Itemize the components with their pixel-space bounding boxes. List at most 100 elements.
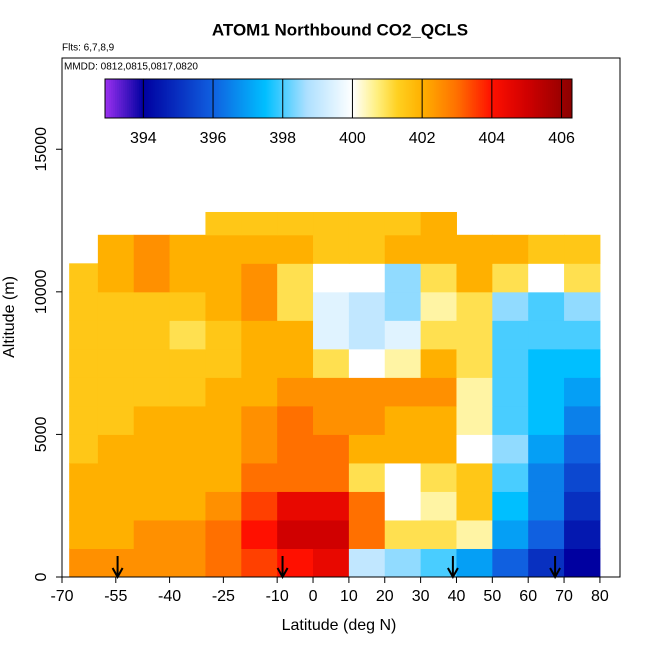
heat-cell: [277, 434, 314, 464]
heat-cell: [528, 234, 565, 264]
heat-cell: [420, 291, 457, 321]
heat-cell: [277, 348, 314, 378]
heat-cell: [384, 211, 422, 236]
colorbar-swatch: [403, 79, 407, 118]
colorbar-swatch: [113, 79, 116, 118]
colorbar-swatch: [459, 79, 463, 118]
heat-cell: [133, 519, 171, 549]
colorbar-swatch: [503, 79, 507, 118]
heat-cell: [456, 348, 493, 378]
colorbar-swatch: [143, 79, 146, 118]
heat-cell: [241, 434, 278, 464]
colorbar-swatch: [121, 79, 124, 118]
colorbar-swatch: [197, 79, 200, 118]
colorbar-swatch: [443, 79, 447, 118]
x-tick-label: 50: [483, 588, 501, 605]
colorbar-swatch: [457, 79, 461, 118]
annotation: MMDD: 0812,0815,0817,0820: [64, 62, 198, 73]
heat-cell: [313, 211, 350, 236]
colorbar-swatch: [379, 79, 382, 118]
colorbar-swatch: [109, 79, 112, 118]
colorbar-swatch: [249, 79, 252, 118]
colorbar-tick-label: 404: [478, 130, 505, 147]
heat-cell: [384, 434, 422, 464]
colorbar-swatch: [533, 79, 537, 118]
heat-cell: [277, 462, 314, 492]
colorbar-swatch: [297, 79, 300, 118]
heat-cell: [313, 234, 350, 264]
heat-cell: [241, 548, 278, 578]
x-tick-label: -40: [158, 588, 181, 605]
colorbar-swatch: [347, 79, 350, 118]
colorbar-swatch: [491, 79, 495, 118]
colorbar-swatch: [393, 79, 397, 118]
colorbar-swatch: [227, 79, 230, 118]
heat-cell: [205, 234, 242, 264]
colorbar-swatch: [563, 79, 567, 118]
heat-cell: [205, 519, 242, 549]
colorbar-swatch: [385, 79, 389, 118]
colorbar-swatch: [417, 79, 421, 118]
colorbar-swatch: [145, 79, 148, 118]
colorbar-swatch: [521, 79, 525, 118]
colorbar-swatch: [151, 79, 154, 118]
colorbar-swatch: [215, 79, 218, 118]
colorbar-swatch: [419, 79, 423, 118]
colorbar-swatch: [535, 79, 539, 118]
colorbar-swatch: [187, 79, 190, 118]
colorbar-swatch: [255, 79, 258, 118]
heat-cell: [241, 519, 278, 549]
heat-cell: [133, 263, 171, 293]
colorbar-swatch: [147, 79, 150, 118]
heat-cell: [69, 377, 99, 407]
colorbar-swatch: [219, 79, 222, 118]
colorbar-swatch: [259, 79, 262, 118]
colorbar-swatch: [451, 79, 455, 118]
x-tick-label: -25: [212, 588, 235, 605]
colorbar-swatch: [567, 79, 571, 118]
colorbar-swatch: [217, 79, 220, 118]
colorbar-swatch: [411, 79, 415, 118]
heat-cell: [241, 462, 278, 492]
colorbar-swatch: [181, 79, 184, 118]
colorbar-swatch: [139, 79, 142, 118]
colorbar-swatch: [383, 79, 387, 118]
colorbar-swatch: [295, 79, 298, 118]
heat-cell: [564, 462, 601, 492]
colorbar-swatch: [353, 79, 356, 118]
colorbar-swatch: [253, 79, 256, 118]
colorbar-swatch: [425, 79, 429, 118]
heat-cell: [384, 320, 422, 350]
colorbar-swatch: [377, 79, 380, 118]
heat-cell: [133, 405, 171, 435]
colorbar-swatch: [315, 79, 318, 118]
colorbar-swatch: [189, 79, 192, 118]
heat-cell: [528, 462, 565, 492]
colorbar-swatch: [527, 79, 531, 118]
colorbar-swatch: [163, 79, 166, 118]
colorbar-swatch: [337, 79, 340, 118]
heat-cell: [205, 434, 242, 464]
heat-cell: [492, 548, 529, 578]
heat-cell: [205, 263, 242, 293]
heat-cell: [69, 548, 99, 578]
colorbar-swatch: [455, 79, 459, 118]
colorbar-swatch: [307, 79, 310, 118]
colorbar-swatch: [483, 79, 487, 118]
heat-cell: [313, 320, 350, 350]
colorbar-swatch: [479, 79, 483, 118]
colorbar-swatch: [293, 79, 296, 118]
colorbar-swatch: [463, 79, 467, 118]
colorbar-swatch: [427, 79, 431, 118]
colorbar-swatch: [547, 79, 551, 118]
colorbar-swatch: [339, 79, 342, 118]
colorbar-swatch: [165, 79, 168, 118]
colorbar-swatch: [185, 79, 188, 118]
heat-cell: [169, 462, 206, 492]
colorbar-swatch: [309, 79, 312, 118]
colorbar-swatch: [131, 79, 134, 118]
heat-cell: [313, 377, 350, 407]
heat-cell: [133, 491, 171, 521]
colorbar-swatch: [373, 79, 376, 118]
